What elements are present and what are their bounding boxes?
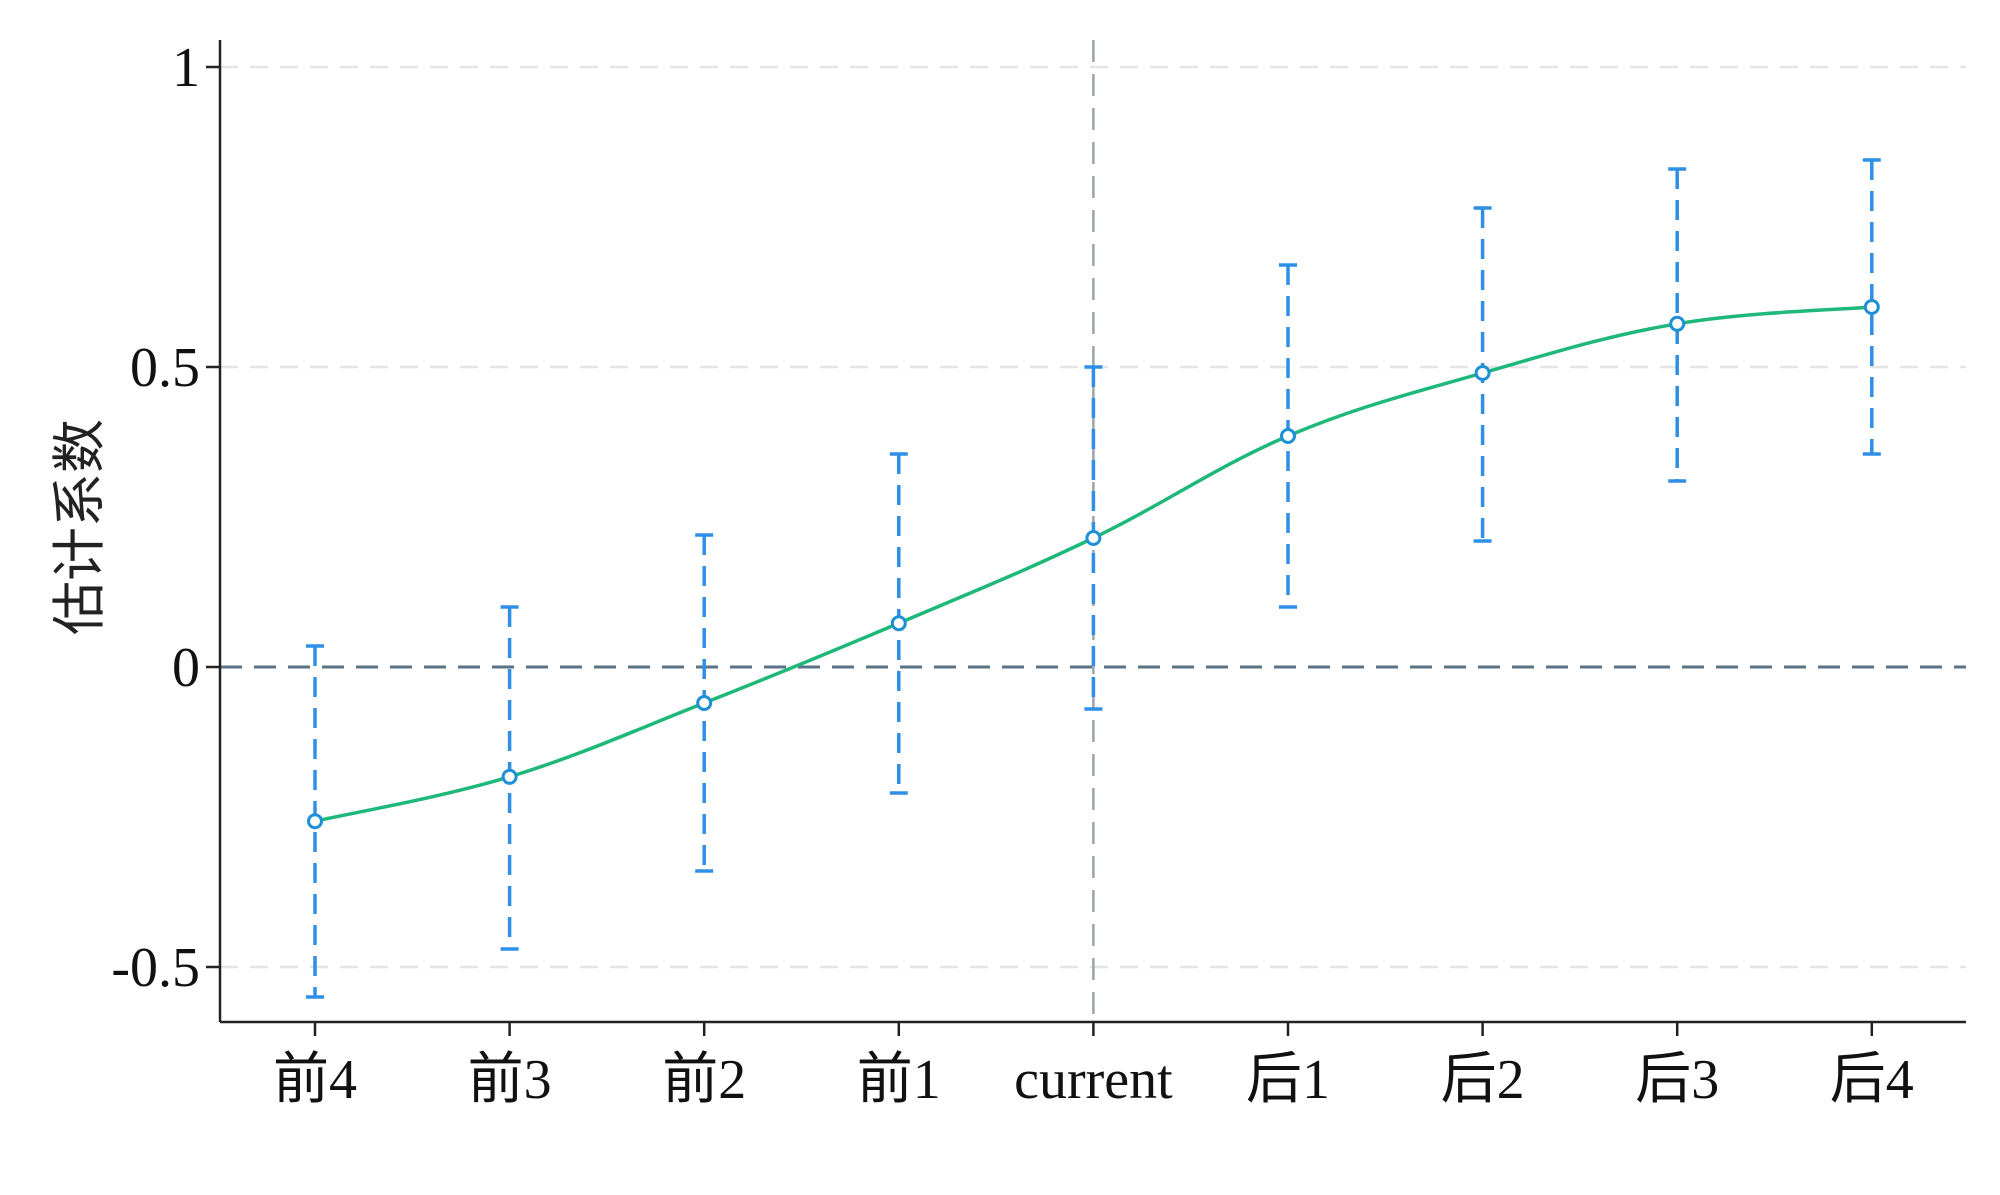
x-tick-label: 前2	[662, 1049, 746, 1111]
x-tick-label: 后4	[1830, 1049, 1914, 1111]
axes	[206, 40, 1966, 1036]
x-tick-label: 后3	[1635, 1049, 1719, 1111]
estimate-points	[307, 299, 1880, 830]
x-tick-label: 后2	[1441, 1049, 1525, 1111]
point-前4	[307, 813, 323, 830]
point-前3	[501, 768, 518, 785]
y-tick-label: 0.5	[130, 337, 200, 399]
x-tick-labels: 前4 前3 前2 前1 current 后1 后2 后3 后4	[273, 1049, 1914, 1111]
x-tick-label: 前3	[468, 1049, 552, 1111]
y-tick-labels: -0.5 0 0.5 1	[111, 37, 200, 999]
y-tick-label: 0	[172, 637, 200, 699]
point-前2	[696, 695, 713, 711]
x-tick-label: 前4	[273, 1049, 357, 1111]
x-tick-label: 后1	[1246, 1049, 1330, 1111]
y-tick-label: -0.5	[111, 937, 200, 999]
point-前1	[890, 615, 907, 632]
point-后2	[1474, 365, 1491, 381]
point-后3	[1669, 315, 1686, 332]
x-tick-label: 前1	[857, 1049, 941, 1111]
point-后4	[1863, 299, 1880, 315]
y-tick-label: 1	[172, 37, 200, 99]
point-current	[1085, 530, 1102, 546]
point-后1	[1280, 428, 1296, 444]
y-axis-label: 估计系数	[48, 419, 111, 635]
x-tick-label: current	[1014, 1049, 1173, 1111]
